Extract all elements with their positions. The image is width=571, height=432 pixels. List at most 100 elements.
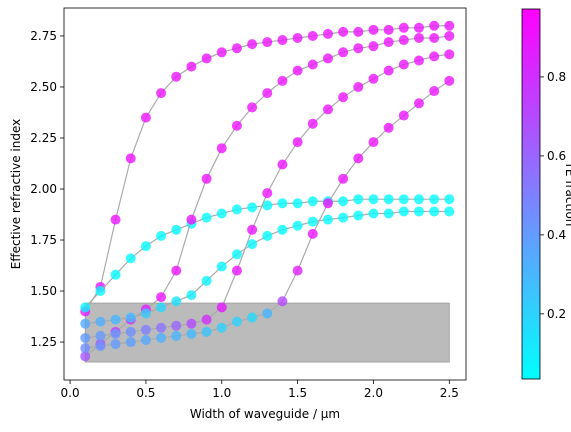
mode-point (201, 275, 212, 286)
mode-point (338, 47, 349, 58)
mode-point (140, 324, 151, 335)
mode-point (383, 65, 394, 76)
mode-point (292, 198, 303, 209)
mode-point (95, 286, 106, 297)
mode-point (186, 328, 197, 339)
mode-point (125, 326, 136, 337)
mode-point (262, 88, 273, 99)
mode-point (156, 302, 167, 313)
colorbar-tick-label: 0.4 (547, 228, 566, 242)
mode-point (277, 198, 288, 209)
x-tick-label: 0.0 (61, 386, 80, 400)
mode-point (171, 265, 182, 276)
x-tick-label: 1.0 (212, 386, 231, 400)
mode-point (216, 47, 227, 58)
mode-point (201, 326, 212, 337)
mode-point (80, 318, 91, 329)
mode-point (307, 118, 318, 129)
mode-point (262, 188, 273, 199)
mode-point (156, 292, 167, 303)
mode-point (383, 194, 394, 205)
mode-point (353, 153, 364, 164)
mode-point (277, 224, 288, 235)
mode-point (262, 230, 273, 241)
colorbar-tick-label: 0.6 (547, 149, 566, 163)
mode-point (444, 206, 455, 217)
mode-point (353, 43, 364, 54)
mode-point (80, 343, 91, 354)
mode-point (292, 32, 303, 43)
mode-point (383, 24, 394, 35)
mode-point (413, 194, 424, 205)
y-tick-label: 1.50 (30, 284, 57, 298)
y-tick-label: 2.25 (30, 131, 57, 145)
mode-point (95, 330, 106, 341)
y-tick-label: 1.75 (30, 233, 57, 247)
x-tick-label: 1.5 (288, 386, 307, 400)
mode-point (338, 173, 349, 184)
mode-point (140, 308, 151, 319)
axes-frame (63, 7, 467, 381)
mode-point (429, 51, 440, 62)
mode-point (201, 212, 212, 223)
mode-point (307, 228, 318, 239)
mode-point (353, 81, 364, 92)
mode-point (444, 194, 455, 205)
mode-point (231, 120, 242, 131)
mode-point (262, 308, 273, 319)
mode-point (277, 159, 288, 170)
mode-point (80, 302, 91, 313)
mode-point (307, 30, 318, 41)
mode-point (216, 261, 227, 272)
mode-point (429, 32, 440, 43)
mode-point (338, 26, 349, 37)
mode-point (353, 210, 364, 221)
mode-point (231, 249, 242, 260)
mode-point (444, 75, 455, 86)
colorbar (521, 8, 541, 380)
mode-point (398, 110, 409, 121)
mode-point (383, 208, 394, 219)
mode-point (110, 314, 121, 325)
mode-point (247, 312, 258, 323)
mode-point (171, 224, 182, 235)
mode-point (322, 28, 333, 39)
mode-point (110, 269, 121, 280)
mode-point (413, 22, 424, 33)
mode-point (110, 339, 121, 350)
mode-point (307, 196, 318, 207)
mode-line (84, 198, 450, 308)
mode-point (368, 41, 379, 52)
mode-point (368, 137, 379, 148)
mode-point (353, 26, 364, 37)
colorbar-tick-label: 0.2 (547, 307, 566, 321)
colorbar-tick-label: 0.8 (547, 70, 566, 84)
mode-point (292, 65, 303, 76)
mode-point (156, 230, 167, 241)
mode-point (247, 202, 258, 213)
mode-point (247, 239, 258, 250)
mode-point (383, 37, 394, 48)
mode-point (338, 92, 349, 103)
mode-point (368, 24, 379, 35)
x-tick-label: 2.5 (440, 386, 459, 400)
mode-point (216, 208, 227, 219)
mode-point (186, 61, 197, 72)
mode-point (247, 102, 258, 113)
mode-point (292, 220, 303, 231)
y-tick-label: 2.75 (30, 29, 57, 43)
mode-point (231, 265, 242, 276)
mode-point (398, 206, 409, 217)
y-tick-label: 2.50 (30, 80, 57, 94)
mode-point (171, 330, 182, 341)
x-tick-label: 2.0 (364, 386, 383, 400)
mode-point (186, 214, 197, 225)
mode-point (398, 194, 409, 205)
mode-point (322, 214, 333, 225)
mode-point (140, 112, 151, 123)
mode-point (171, 296, 182, 307)
mode-point (140, 241, 151, 252)
mode-point (429, 206, 440, 217)
mode-point (231, 43, 242, 54)
mode-point (383, 122, 394, 133)
